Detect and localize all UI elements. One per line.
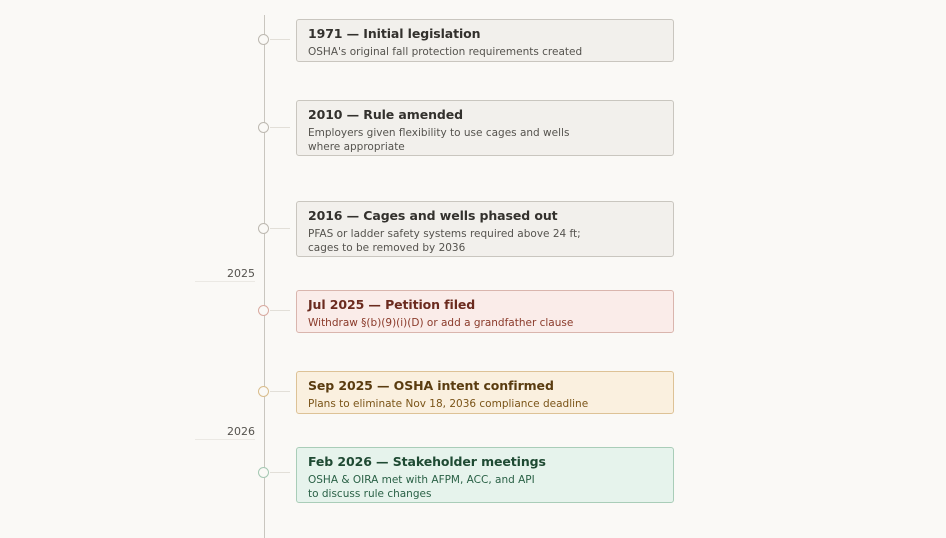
event-description-line: OSHA's original fall protection requirem… xyxy=(308,46,583,58)
event-description-line: to discuss rule changes xyxy=(308,488,432,500)
timeline-node-2010 xyxy=(258,122,269,133)
event-description-line: Plans to eliminate Nov 18, 2036 complian… xyxy=(308,398,589,410)
event-title: Jul 2025 — Petition filed xyxy=(308,297,476,312)
event-description: PFAS or ladder safety systems required a… xyxy=(308,227,662,255)
event-description: Plans to eliminate Nov 18, 2036 complian… xyxy=(308,397,662,411)
timeline-node-sep-2025 xyxy=(258,386,269,397)
event-card-1971: 1971 — Initial legislation OSHA's origin… xyxy=(296,19,674,62)
event-description: Withdraw §(b)(9)(i)(D) or add a grandfat… xyxy=(308,316,662,330)
timeline-node-jul-2025 xyxy=(258,305,269,316)
event-description-line: PFAS or ladder safety systems required a… xyxy=(308,228,581,240)
timeline-connector xyxy=(270,391,290,392)
timeline-connector xyxy=(270,310,290,311)
timeline-connector xyxy=(270,39,290,40)
event-title: Feb 2026 — Stakeholder meetings xyxy=(308,454,546,469)
event-description: OSHA's original fall protection requirem… xyxy=(308,45,662,59)
event-description-line: cages to be removed by 2036 xyxy=(308,242,466,254)
event-card-2010: 2010 — Rule amended Employers given flex… xyxy=(296,100,674,156)
timeline-node-1971 xyxy=(258,34,269,45)
event-description-line: where appropriate xyxy=(308,141,405,153)
timeline-connector xyxy=(270,127,290,128)
event-description-line: Withdraw §(b)(9)(i)(D) or add a grandfat… xyxy=(308,317,574,329)
year-tick-2026 xyxy=(195,439,255,440)
timeline-axis xyxy=(264,15,265,538)
timeline-node-feb-2026 xyxy=(258,467,269,478)
event-description: OSHA & OIRA met with AFPM, ACC, and API t… xyxy=(308,473,662,501)
event-description-line: OSHA & OIRA met with AFPM, ACC, and API xyxy=(308,474,535,486)
timeline-node-2016 xyxy=(258,223,269,234)
event-title: Sep 2025 — OSHA intent confirmed xyxy=(308,378,554,393)
event-card-jul-2025: Jul 2025 — Petition filed Withdraw §(b)(… xyxy=(296,290,674,333)
timeline-connector xyxy=(270,228,290,229)
timeline-connector xyxy=(270,472,290,473)
event-description: Employers given flexibility to use cages… xyxy=(308,126,662,154)
event-title: 2016 — Cages and wells phased out xyxy=(308,208,558,223)
event-title: 2010 — Rule amended xyxy=(308,107,463,122)
event-title: 1971 — Initial legislation xyxy=(308,26,481,41)
event-card-feb-2026: Feb 2026 — Stakeholder meetings OSHA & O… xyxy=(296,447,674,503)
year-label-2026: 2026 xyxy=(227,425,255,438)
event-card-2016: 2016 — Cages and wells phased out PFAS o… xyxy=(296,201,674,257)
year-label-2025: 2025 xyxy=(227,267,255,280)
event-description-line: Employers given flexibility to use cages… xyxy=(308,127,570,139)
year-tick-2025 xyxy=(195,281,255,282)
event-card-sep-2025: Sep 2025 — OSHA intent confirmed Plans t… xyxy=(296,371,674,414)
